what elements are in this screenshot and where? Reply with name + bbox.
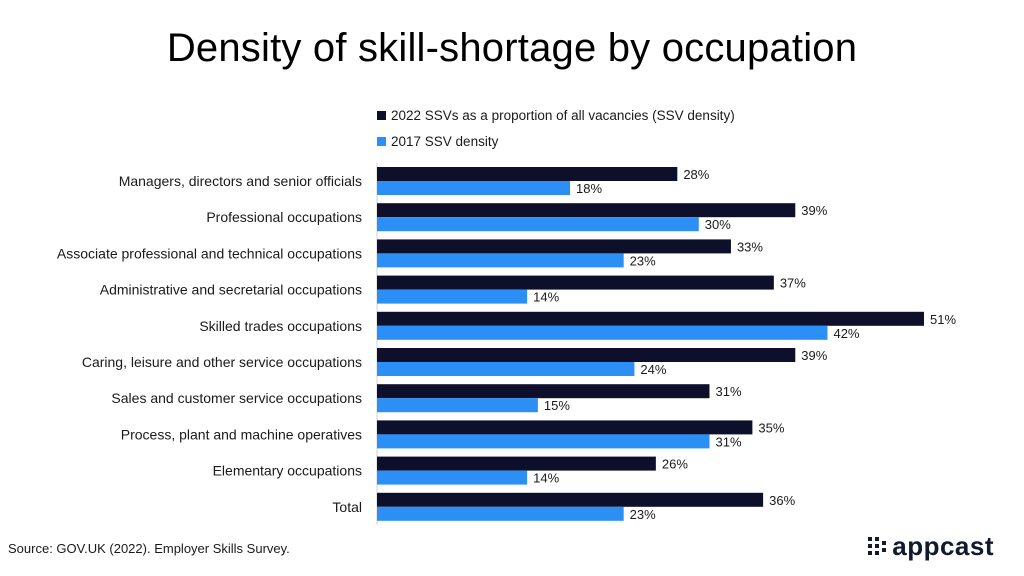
value-label-2022: 37% <box>780 276 806 291</box>
value-label-2017: 30% <box>705 217 731 232</box>
value-label-2017: 23% <box>630 253 656 268</box>
category-label: Sales and customer service occupations <box>111 390 362 406</box>
value-label-2017: 14% <box>533 471 559 486</box>
bar-2017 <box>377 398 538 413</box>
bar-2022 <box>377 239 731 254</box>
chart-legend: 2022 SSVs as a proportion of all vacanci… <box>377 108 735 149</box>
value-label-2017: 14% <box>533 290 559 305</box>
category-label: Total <box>332 499 362 515</box>
plot-area: Managers, directors and senior officials… <box>57 167 956 522</box>
legend-label-1: 2022 SSVs as a proportion of all vacanci… <box>391 108 735 123</box>
category-group: Managers, directors and senior officials… <box>119 167 710 196</box>
category-group: Skilled trades occupations 51% 42% <box>199 311 956 341</box>
bar-2017 <box>377 362 635 376</box>
value-label-2022: 35% <box>758 420 784 435</box>
category-label: Associate professional and technical occ… <box>57 245 362 261</box>
legend-swatch-1 <box>377 111 386 120</box>
chart-title: Density of skill-shortage by occupation <box>166 26 858 70</box>
category-group: Elementary occupations 26% 14% <box>213 456 688 486</box>
category-label: Skilled trades occupations <box>199 318 362 334</box>
source-note: Source: GOV.UK (2022). Employer Skills S… <box>8 541 290 556</box>
brand-name: appcast <box>892 531 994 561</box>
value-label-2022: 26% <box>662 457 688 472</box>
bar-2022 <box>377 456 656 471</box>
value-label-2017: 42% <box>833 326 859 341</box>
category-label: Caring, leisure and other service occupa… <box>82 354 362 370</box>
category-label: Managers, directors and senior officials <box>119 173 362 189</box>
value-label-2017: 15% <box>544 398 570 413</box>
bar-2017 <box>377 325 828 340</box>
category-group: Total 36% 23% <box>332 492 796 522</box>
bar-2022 <box>377 203 796 218</box>
value-label-2017: 31% <box>715 434 741 449</box>
bar-2022 <box>377 492 764 507</box>
bar-2022 <box>377 275 774 290</box>
category-group: Sales and customer service occupations 31… <box>111 384 742 413</box>
bar-2022 <box>377 384 710 399</box>
category-group: Process, plant and machine operatives 35%… <box>121 420 785 449</box>
category-group: Caring, leisure and other service occupa… <box>82 348 828 377</box>
bar-2022 <box>377 420 753 435</box>
bar-2017 <box>377 434 710 449</box>
bar-2017 <box>377 506 624 521</box>
bar-2017 <box>377 470 528 485</box>
bar-2022 <box>377 311 924 326</box>
value-label-2022: 28% <box>683 167 709 182</box>
value-label-2017: 24% <box>640 362 666 377</box>
legend-label-2: 2017 SSV density <box>391 134 499 149</box>
bar-2017 <box>377 181 571 195</box>
bar-2017 <box>377 289 528 304</box>
legend-swatch-2 <box>377 137 386 146</box>
category-label: Administrative and secretarial occupatio… <box>100 282 362 298</box>
bar-2017 <box>377 253 624 268</box>
category-group: Professional occupations 39% 30% <box>206 203 828 232</box>
category-group: Administrative and secretarial occupatio… <box>100 275 806 305</box>
value-label-2022: 51% <box>930 312 956 327</box>
value-label-2022: 39% <box>801 348 827 363</box>
appcast-logo-icon <box>868 536 887 555</box>
value-label-2022: 39% <box>801 203 827 218</box>
bar-2022 <box>377 348 796 362</box>
value-label-2022: 36% <box>769 493 795 508</box>
bar-2022 <box>377 167 678 181</box>
value-label-2022: 31% <box>715 384 741 399</box>
brand-logo: appcast <box>867 531 994 562</box>
category-label: Process, plant and machine operatives <box>121 426 362 442</box>
bar-2017 <box>377 217 699 232</box>
category-label: Elementary occupations <box>213 463 362 479</box>
category-label: Professional occupations <box>206 209 362 225</box>
value-label-2017: 18% <box>576 181 602 196</box>
category-group: Associate professional and technical occ… <box>57 239 763 268</box>
value-label-2022: 33% <box>737 239 763 254</box>
value-label-2017: 23% <box>630 507 656 522</box>
